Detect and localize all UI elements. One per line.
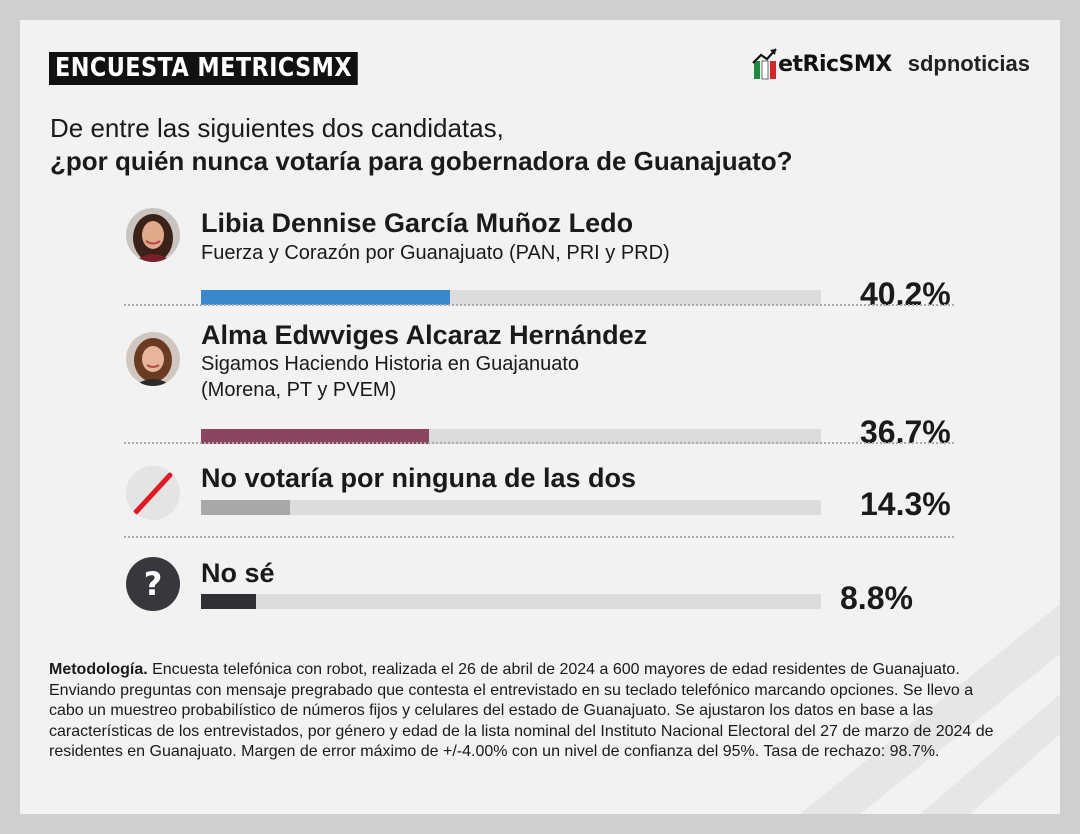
methodology-text: Encuesta telefónica con robot, realizada… — [49, 661, 994, 760]
result-row: Libia Dennise García Muñoz Ledo Fuerza y… — [120, 206, 960, 316]
category-subtitle-2b: (Morena, PT y PVEM) — [201, 379, 397, 401]
bar-track — [201, 290, 821, 305]
bar-track — [201, 429, 821, 444]
result-row: Alma Edwviges Alcaraz Hernández Sigamos … — [120, 320, 960, 450]
bar-4 — [201, 594, 256, 609]
survey-label: ENCUESTA METRICSMX — [49, 52, 359, 85]
category-subtitle-1: Fuerza y Corazón por Guanajuato (PAN, PR… — [201, 242, 670, 264]
question-line-2: ¿por quién nunca votaría para gobernador… — [50, 146, 793, 176]
candidate-photo-2 — [126, 332, 180, 386]
logos: etRicSMX sdpnoticias — [752, 44, 1030, 84]
value-label-2: 36.7% — [860, 414, 951, 450]
question-line-1: De entre las siguientes dos candidatas, — [50, 113, 504, 143]
category-label-2: Alma Edwviges Alcaraz Hernández — [201, 320, 648, 350]
candidate-photo-1 — [126, 208, 180, 262]
value-label-4: 8.8% — [840, 580, 913, 616]
bar-track — [201, 500, 821, 515]
methodology-label: Metodología. — [49, 661, 148, 678]
value-label-3: 14.3% — [860, 486, 951, 522]
category-label-1: Libia Dennise García Muñoz Ledo — [201, 208, 634, 238]
metricsmx-logo: etRicSMX — [752, 44, 892, 84]
bar-track — [201, 594, 821, 609]
methodology: Metodología. Encuesta telefónica con rob… — [49, 660, 1009, 763]
result-row: No votaría por ninguna de las dos 14.3% — [120, 460, 960, 540]
question-icon: ? — [126, 557, 180, 611]
sdpnoticias-logo: sdpnoticias — [907, 51, 1030, 76]
question-glyph: ? — [143, 565, 163, 603]
infographic-card: ENCUESTA METRICSMX etRicSMX sdpnoticias … — [20, 20, 1060, 814]
category-subtitle-2a: Sigamos Haciendo Historia en Guajanuato — [201, 353, 579, 375]
separator — [124, 304, 954, 306]
metricsmx-logo-text: etRicSMX — [778, 51, 892, 77]
separator — [124, 536, 954, 538]
bar-1 — [201, 290, 451, 305]
category-label-4: No sé — [201, 558, 275, 588]
value-label-1: 40.2% — [860, 276, 951, 312]
question: De entre las siguientes dos candidatas, … — [50, 112, 793, 178]
bar-3 — [201, 500, 290, 515]
slash-icon — [126, 466, 180, 520]
category-label-3: No votaría por ninguna de las dos — [201, 463, 637, 493]
metricsmx-logo-icon — [752, 48, 777, 80]
separator — [124, 442, 954, 444]
bar-2 — [201, 429, 429, 444]
result-row: ? No sé 8.8% — [120, 555, 960, 625]
